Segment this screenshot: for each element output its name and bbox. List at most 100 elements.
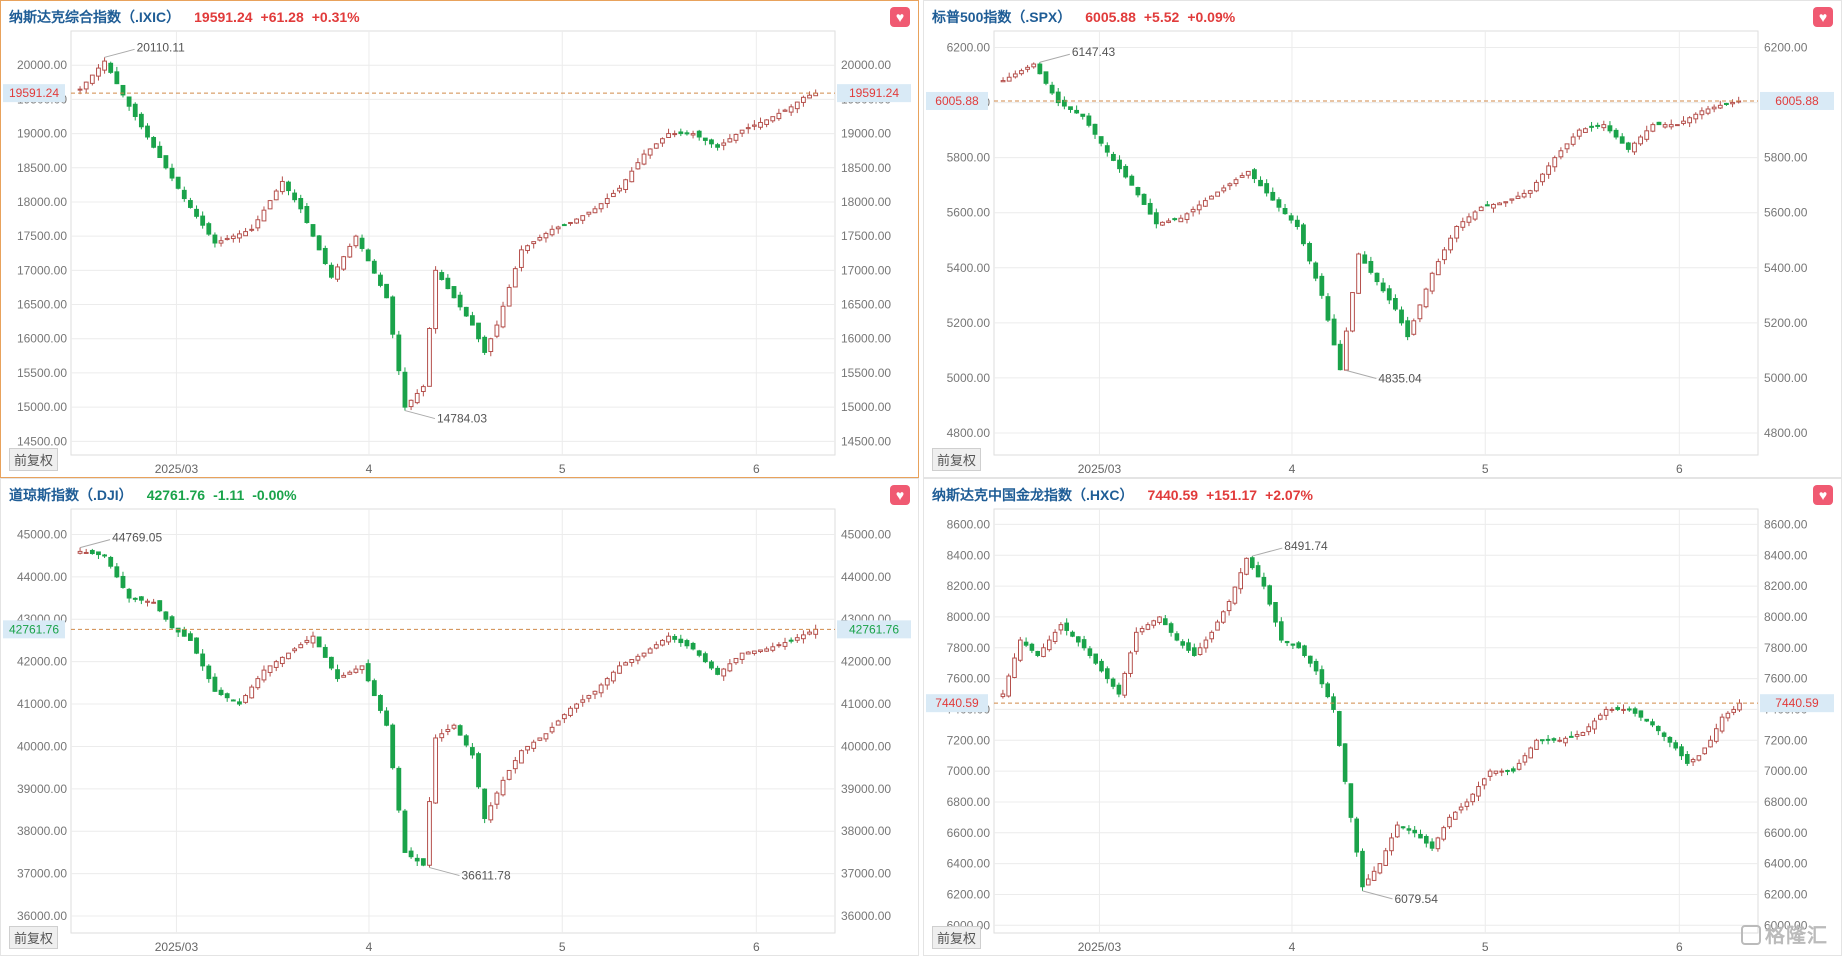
candle[interactable] [531,241,537,245]
candle[interactable] [1681,120,1686,124]
candle[interactable] [218,689,224,695]
candle[interactable] [1522,755,1528,763]
candle[interactable] [1255,565,1261,578]
candle[interactable] [463,306,469,317]
candle[interactable] [102,60,107,71]
adjust-mode-button[interactable]: 前复权 [932,448,982,471]
candle[interactable] [1638,710,1644,718]
candle[interactable] [1184,213,1190,220]
candle[interactable] [163,611,169,620]
candle[interactable] [1674,124,1680,127]
candle[interactable] [1111,153,1116,161]
candle[interactable] [1516,762,1522,770]
candle[interactable] [1105,668,1110,680]
candle[interactable] [1558,150,1564,158]
candle[interactable] [1632,708,1638,714]
candle[interactable] [1400,826,1406,829]
candle[interactable] [1055,91,1061,104]
candle[interactable] [1031,63,1037,68]
candle[interactable] [347,671,353,675]
candle[interactable] [494,792,500,805]
candle[interactable] [335,669,340,680]
candle[interactable] [445,728,451,733]
candle[interactable] [249,686,255,699]
candle[interactable] [378,694,383,711]
candle[interactable] [788,106,794,113]
candle[interactable] [1693,113,1699,120]
candle[interactable] [347,245,353,258]
candle[interactable] [660,138,665,144]
candle[interactable] [286,181,291,192]
candle[interactable] [384,710,389,726]
candle[interactable] [1117,159,1122,170]
candle[interactable] [1197,647,1203,655]
candle[interactable] [163,155,169,169]
candle[interactable] [1493,770,1499,774]
candle[interactable] [224,693,230,699]
candle[interactable] [1583,128,1588,133]
candle[interactable] [1458,806,1464,811]
candle[interactable] [1035,650,1040,656]
candle[interactable] [261,209,267,222]
candle[interactable] [1478,206,1484,212]
candle[interactable] [568,221,573,224]
candle[interactable] [1000,693,1006,698]
candle[interactable] [1250,557,1255,569]
candle[interactable] [1282,207,1288,215]
heart-icon[interactable]: ♥ [1813,7,1833,27]
candle[interactable] [1296,642,1301,649]
candle[interactable] [604,198,610,204]
candle[interactable] [555,226,561,230]
candle[interactable] [488,805,494,821]
candle[interactable] [108,556,114,567]
candle[interactable] [335,266,340,280]
candle[interactable] [1163,618,1168,626]
candle[interactable] [390,724,396,769]
candle[interactable] [623,179,629,190]
candle[interactable] [782,109,788,112]
candle[interactable] [1116,684,1122,695]
candle[interactable] [200,215,206,226]
candle[interactable] [224,237,230,241]
candle[interactable] [727,138,733,143]
candle[interactable] [1313,262,1319,279]
candle[interactable] [1209,631,1214,640]
candle[interactable] [715,667,720,675]
chart-panel[interactable]: 45000.00 45000.00 44000.00 44000.00 43000.00… [0,478,919,956]
candle[interactable] [1128,652,1133,674]
candle[interactable] [1157,616,1162,623]
candle[interactable] [1527,190,1533,194]
candle[interactable] [666,133,671,138]
index-name[interactable]: 纳斯达克综合指数（.IXIC） [9,9,181,25]
candle[interactable] [1389,837,1394,852]
candle[interactable] [1233,179,1239,185]
candle[interactable] [1563,737,1568,744]
candle[interactable] [1238,572,1243,590]
candle[interactable] [1267,585,1272,605]
candle[interactable] [561,224,567,227]
candle[interactable] [249,228,255,231]
candle[interactable] [414,392,420,404]
candle[interactable] [702,653,708,663]
candle[interactable] [1110,678,1116,687]
candle[interactable] [1497,202,1503,206]
candle[interactable] [788,639,794,642]
candle[interactable] [751,124,757,127]
candle[interactable] [396,334,402,372]
candle[interactable] [1534,739,1539,750]
candle[interactable] [1134,631,1139,652]
candle[interactable] [1711,106,1717,110]
candle[interactable] [1180,641,1185,646]
candle[interactable] [1244,557,1249,575]
candle[interactable] [758,649,763,653]
candle[interactable] [1447,816,1452,828]
candle[interactable] [1482,778,1487,786]
candle[interactable] [120,84,126,96]
candle[interactable] [420,386,426,393]
heart-icon[interactable]: ♥ [1813,485,1833,505]
candle[interactable] [1487,770,1493,777]
candle[interactable] [1737,702,1742,711]
candle[interactable] [1484,204,1490,207]
candle[interactable] [1423,288,1429,308]
candle[interactable] [715,144,720,148]
